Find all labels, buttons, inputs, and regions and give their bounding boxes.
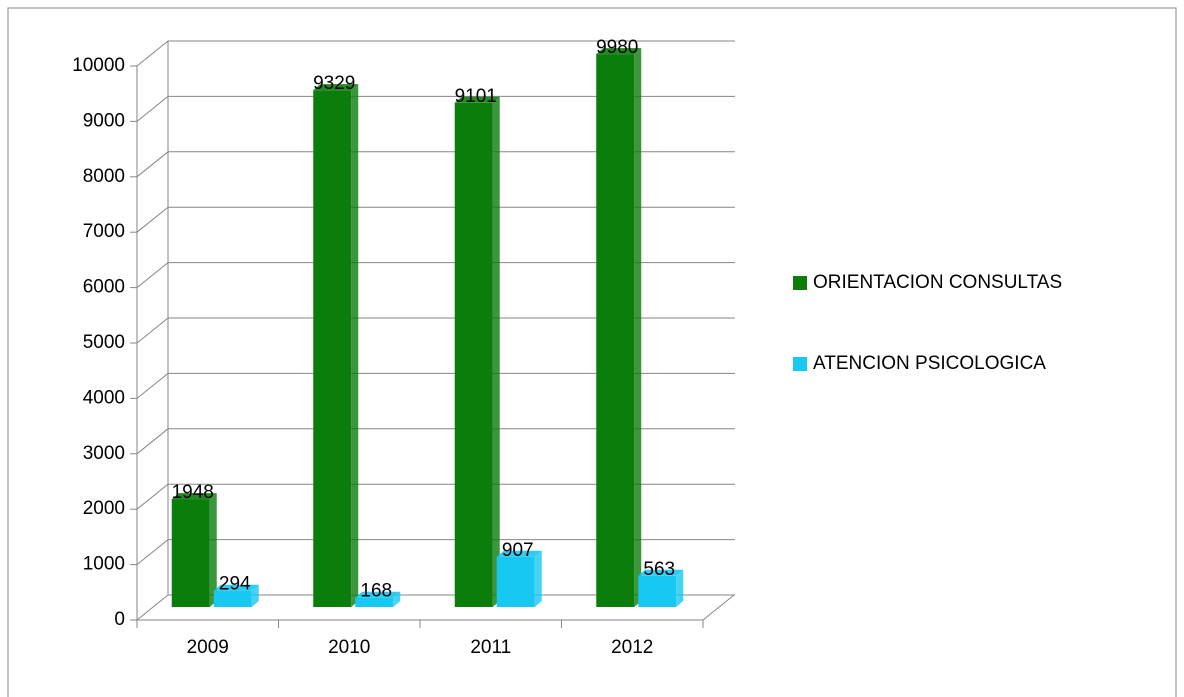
- value-label: 1948: [172, 482, 214, 503]
- y-tick-label: 1000: [83, 554, 125, 575]
- y-tick-label: 9000: [83, 110, 125, 131]
- grid-line: [136, 428, 735, 455]
- bar-side: [209, 493, 217, 607]
- bar: [454, 102, 493, 608]
- y-tick-label: 0: [114, 609, 125, 630]
- bar-side: [676, 569, 684, 607]
- grid-line: [136, 262, 735, 288]
- bar-side: [634, 48, 642, 607]
- grid-line: [136, 372, 735, 399]
- value-label: 9329: [313, 73, 355, 94]
- bar-side: [351, 84, 359, 607]
- bar-top: [496, 550, 542, 557]
- y-tick-label: 4000: [83, 387, 125, 408]
- value-label: 168: [360, 581, 392, 602]
- value-label: 294: [219, 574, 251, 595]
- bar: [638, 575, 677, 607]
- value-label: 9101: [455, 86, 497, 107]
- grid-line: [136, 206, 735, 233]
- x-tick-label: 2011: [470, 637, 511, 658]
- value-label: 9980: [596, 37, 638, 58]
- bar: [213, 590, 252, 607]
- grid-line: [136, 40, 735, 67]
- y-tick-label: 2000: [83, 498, 125, 519]
- bar-top: [596, 48, 642, 55]
- legend-label: ATENCION PSICOLOGICA: [813, 353, 1046, 374]
- grid-line: [136, 483, 735, 510]
- legend-swatch: [793, 276, 807, 290]
- y-tick-label: 10000: [72, 55, 125, 76]
- bar-top: [213, 584, 259, 591]
- x-tick-label: 2010: [328, 637, 370, 658]
- legend-label: ORIENTACION CONSULTAS: [813, 272, 1062, 293]
- bar-top: [171, 493, 217, 500]
- grid-line: [136, 95, 735, 122]
- bar: [171, 499, 210, 607]
- bar: [313, 90, 352, 607]
- value-label: 563: [643, 559, 675, 580]
- legend-swatch: [793, 357, 807, 371]
- grid-line: [136, 151, 735, 178]
- bar-top: [638, 569, 684, 576]
- bar-side: [492, 96, 500, 608]
- bar-top: [355, 591, 401, 598]
- bar: [496, 556, 535, 607]
- x-tick-label: 2012: [611, 637, 653, 658]
- y-tick-label: 8000: [83, 166, 125, 187]
- value-label: 907: [502, 540, 534, 561]
- bar-side: [251, 584, 259, 607]
- grid-line: [136, 317, 735, 344]
- bar-side: [534, 550, 542, 607]
- y-tick-label: 7000: [83, 221, 125, 242]
- x-tick-label: 2009: [187, 637, 229, 658]
- bar-top: [454, 96, 500, 103]
- y-tick-label: 3000: [83, 443, 125, 464]
- bar-top: [313, 84, 359, 91]
- bar-side: [393, 591, 401, 607]
- bar: [596, 54, 635, 607]
- chart-frame: [7, 7, 1177, 697]
- y-tick-label: 5000: [83, 332, 125, 353]
- y-tick-label: 6000: [83, 277, 125, 298]
- bar: [355, 597, 394, 607]
